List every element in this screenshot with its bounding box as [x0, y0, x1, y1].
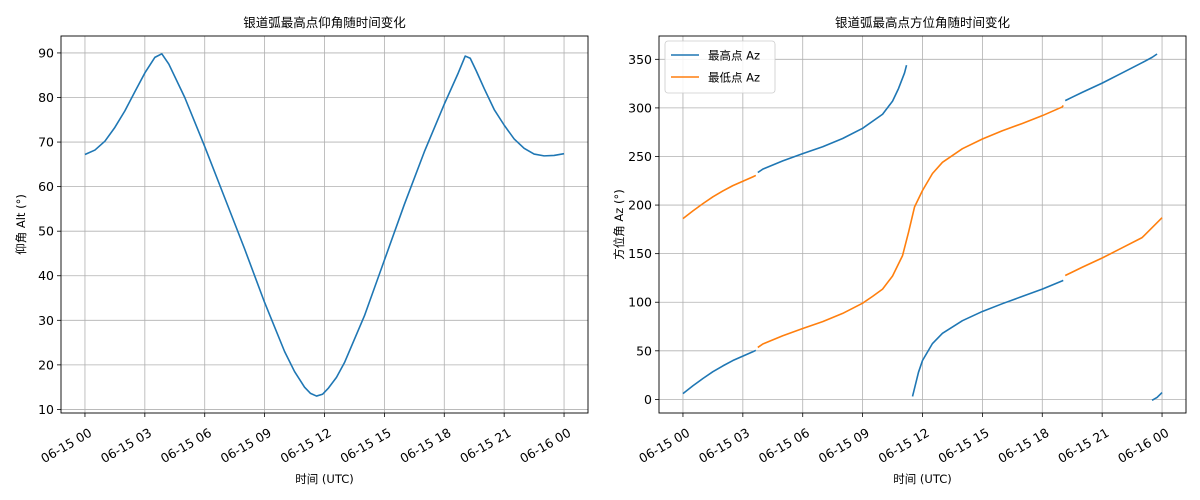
x-tick-label: 06-15 09: [218, 425, 274, 466]
x-axis-label: 时间 (UTC): [295, 472, 353, 486]
series-1-line-segment-1: [757, 105, 1064, 349]
x-tick-label: 06-15 12: [278, 425, 334, 466]
series-0-line-segment-0: [84, 53, 565, 397]
series-0-line-segment-1: [757, 64, 908, 174]
series-group: [682, 53, 1163, 402]
chart-title: 银道弧最高点仰角随时间变化: [243, 15, 406, 30]
altitude-chart: 06-15 00 06-15 03 06-15 06 06-15 09 06-15 12…: [14, 15, 589, 486]
x-tick-label: 06-15 15: [936, 425, 992, 466]
y-tick-label: 300: [628, 100, 652, 115]
series-0-line-segment-0: [682, 349, 757, 395]
y-tick-label: 150: [628, 246, 652, 261]
series-0-line-segment-2: [911, 279, 1064, 397]
x-axis-label: 时间 (UTC): [893, 472, 951, 486]
x-tick-label: 06-15 00: [38, 425, 94, 466]
legend-label: 最高点 Az: [708, 49, 760, 63]
x-tick-label: 06-15 12: [876, 425, 932, 466]
series-1-line-segment-2: [1064, 217, 1163, 277]
chart-title: 银道弧最高点方位角随时间变化: [835, 15, 1011, 30]
grid: [659, 36, 1186, 413]
x-tick-label: 06-15 18: [995, 425, 1051, 466]
y-axis-label: 方位角 Az (°): [612, 189, 626, 259]
y-tick-label: 250: [628, 149, 652, 164]
x-tick-label: 06-15 06: [756, 425, 812, 466]
y-tick-label: 70: [38, 135, 54, 150]
y-tick-label: 30: [38, 313, 54, 328]
y-tick-label: 200: [628, 198, 652, 213]
x-tick-label: 06-15 18: [397, 425, 453, 466]
grid: [61, 36, 588, 413]
series-group: [84, 53, 565, 397]
y-tick-label: 350: [628, 52, 652, 67]
x-tick-label: 06-15 03: [696, 425, 752, 466]
y-tick-label: 20: [38, 357, 54, 372]
x-tick-label: 06-15 15: [338, 425, 394, 466]
x-tick-label: 06-16 00: [1115, 425, 1171, 466]
y-tick-label: 90: [38, 45, 54, 60]
y-tick-label: 50: [636, 343, 652, 358]
azimuth-chart: 06-15 00 06-15 03 06-15 06 06-15 09 06-15 12…: [612, 15, 1187, 486]
x-tick-label: 06-15 00: [636, 425, 692, 466]
y-tick-label: 10: [38, 402, 54, 417]
x-tick-label: 06-15 06: [158, 425, 214, 466]
series-1-line-segment-0: [682, 174, 757, 220]
x-tick-label: 06-15 09: [816, 425, 872, 466]
y-tick-label: 80: [38, 90, 54, 105]
legend-box: [664, 40, 776, 94]
series-0-line-segment-4: [1151, 392, 1163, 402]
x-tick-label: 06-15 21: [1055, 425, 1111, 466]
y-tick-label: 50: [38, 224, 54, 239]
legend-label: 最低点 Az: [708, 71, 760, 85]
x-tick-label: 06-15 21: [457, 425, 513, 466]
series-0-line-segment-3: [1064, 53, 1158, 102]
x-tick-label: 06-15 03: [98, 425, 154, 466]
y-tick-label: 40: [38, 268, 54, 283]
y-tick-label: 100: [628, 295, 652, 310]
y-axis-label: 仰角 Alt (°): [14, 194, 28, 255]
legend: 最高点 Az 最低点 Az: [664, 40, 776, 94]
y-tick-label: 60: [38, 179, 54, 194]
y-tick-label: 0: [644, 392, 652, 407]
x-tick-label: 06-16 00: [517, 425, 573, 466]
